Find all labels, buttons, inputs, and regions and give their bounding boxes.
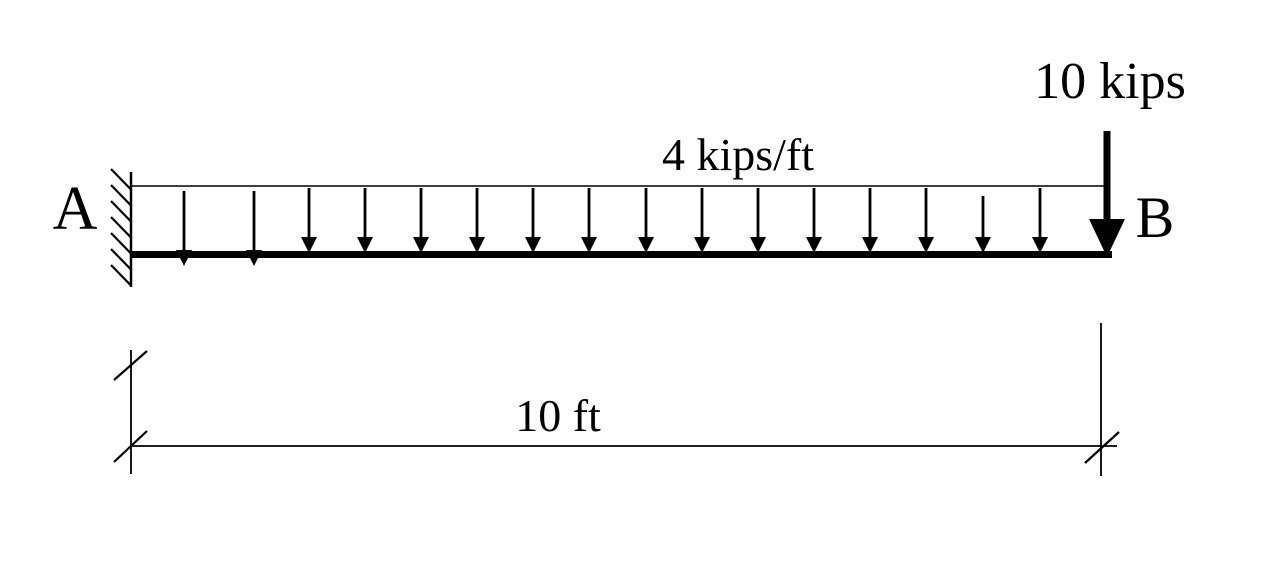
distributed-load-arrowhead: [694, 237, 710, 253]
dimension-tick-left: [113, 430, 148, 463]
distributed-load-arrows: [176, 188, 1048, 266]
fixed-support: [110, 168, 133, 287]
distributed-load-arrowhead: [246, 250, 262, 266]
node-label-a: A: [53, 175, 98, 243]
distributed-load-arrowhead: [862, 237, 878, 253]
distributed-load-arrowhead: [975, 237, 991, 253]
distributed-load-label: 4 kips/ft: [662, 129, 814, 180]
point-load-arrowhead: [1089, 219, 1125, 257]
extension-break-tick-left: [113, 350, 148, 381]
point-load-arrow: [1089, 131, 1125, 257]
point-load-label: 10 kips: [1034, 53, 1186, 110]
distributed-load-arrowhead: [301, 237, 317, 253]
beam: [130, 185, 1112, 258]
distributed-load-arrowhead: [581, 237, 597, 253]
support-hatch-line: [110, 248, 133, 271]
support-hatch-line: [110, 200, 133, 223]
distributed-load-arrowhead: [357, 237, 373, 253]
support-hatch-line: [110, 168, 133, 191]
dimension-tick-right: [1084, 431, 1120, 464]
distributed-load-arrowhead: [525, 237, 541, 253]
support-hatch-line: [110, 264, 133, 287]
dimension-annotation: [113, 323, 1120, 476]
support-hatch-line: [110, 216, 133, 239]
support-hatching: [110, 168, 133, 287]
distributed-load-arrowhead: [638, 237, 654, 253]
dimension-label: 10 ft: [515, 390, 601, 441]
support-hatch-line: [110, 232, 133, 255]
distributed-load-arrowhead: [469, 237, 485, 253]
distributed-load-arrowhead: [750, 237, 766, 253]
node-label-b: B: [1136, 185, 1175, 250]
distributed-load-arrowhead: [918, 237, 934, 253]
distributed-load-arrowhead: [1032, 237, 1048, 253]
support-hatch-line: [110, 184, 133, 207]
distributed-load-arrowhead: [413, 237, 429, 253]
distributed-load-arrowhead: [176, 250, 192, 266]
distributed-load-arrowhead: [806, 237, 822, 253]
